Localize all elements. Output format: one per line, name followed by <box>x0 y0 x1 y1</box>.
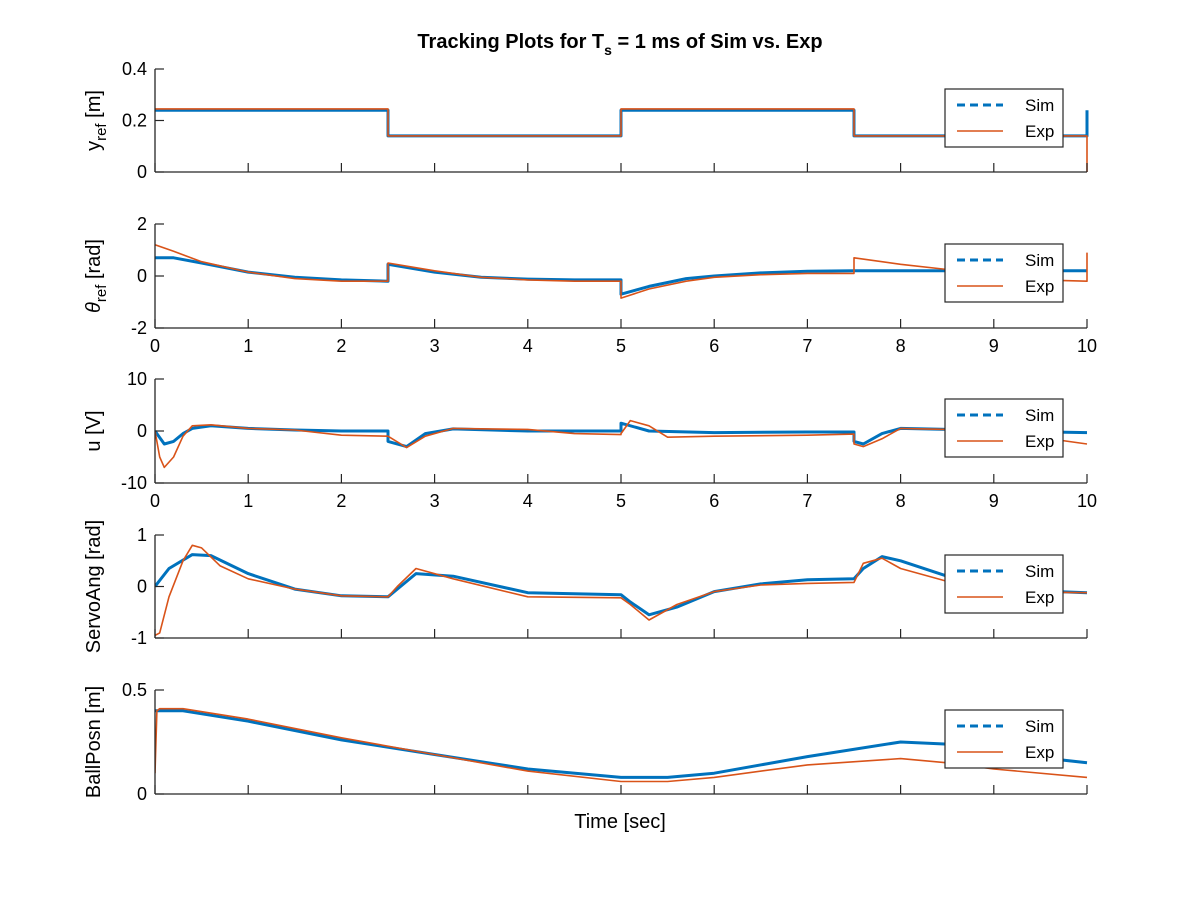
series-line-exp <box>155 544 1088 637</box>
legend: Sim Exp <box>944 88 1064 148</box>
legend-label-sim: Sim <box>1025 406 1054 425</box>
y-axis-label: θref [rad] <box>83 239 110 313</box>
y-axis-label: ServoAng [rad] <box>83 520 105 653</box>
x-tick-label: 9 <box>989 336 999 356</box>
series-line-exp <box>155 244 1088 299</box>
legend-box <box>944 709 1064 769</box>
legend-label-sim: Sim <box>1025 96 1054 115</box>
legend-box <box>944 554 1064 614</box>
x-tick-label: 9 <box>989 491 999 511</box>
x-tick-label: 2 <box>336 336 346 356</box>
y-axis-label: yref [m] <box>83 90 110 151</box>
y-axis-label: u [V] <box>83 410 105 451</box>
plot-area <box>155 535 1087 638</box>
legend: Sim Exp <box>944 243 1064 303</box>
x-tick-label: 8 <box>896 336 906 356</box>
x-tick-label: 10 <box>1077 336 1097 356</box>
legend: Sim Exp <box>944 709 1064 769</box>
series-line-exp <box>155 419 1088 469</box>
series-group <box>155 707 1088 783</box>
x-tick-label: 1 <box>243 491 253 511</box>
legend-box <box>944 243 1064 303</box>
y-tick-label: 0 <box>137 266 147 286</box>
x-axis-label: Time [sec] <box>574 811 666 833</box>
legend-label-exp: Exp <box>1025 743 1054 762</box>
legend-box <box>944 398 1064 458</box>
legend-box <box>944 88 1064 148</box>
legend-label-exp: Exp <box>1025 122 1054 141</box>
x-tick-label: 5 <box>616 491 626 511</box>
legend: Sim Exp <box>944 554 1064 614</box>
legend-label-exp: Exp <box>1025 588 1054 607</box>
x-tick-label: 5 <box>616 336 626 356</box>
legend: Sim Exp <box>944 398 1064 458</box>
y-tick-label: -1 <box>131 628 147 648</box>
x-tick-label: 0 <box>150 336 160 356</box>
y-tick-label: 0 <box>137 421 147 441</box>
y-tick-label: 0 <box>137 577 147 597</box>
plot-area <box>155 224 1087 328</box>
y-tick-label: -2 <box>131 318 147 338</box>
y-tick-label: 1 <box>137 525 147 545</box>
y-tick-label: -10 <box>121 473 147 493</box>
y-tick-label: 2 <box>137 214 147 234</box>
x-tick-label: 6 <box>709 491 719 511</box>
y-tick-label: 0.5 <box>122 680 147 700</box>
x-tick-label: 6 <box>709 336 719 356</box>
x-tick-label: 2 <box>336 491 346 511</box>
y-tick-label: 0 <box>137 162 147 182</box>
y-tick-label: 10 <box>127 369 147 389</box>
x-tick-label: 7 <box>802 491 812 511</box>
subplot-1: 0 0.2 0.4 yref [m] Sim Exp <box>83 59 1089 182</box>
x-tick-label: 3 <box>430 491 440 511</box>
x-tick-label: 7 <box>802 336 812 356</box>
legend-label-exp: Exp <box>1025 277 1054 296</box>
x-tick-label: 8 <box>896 491 906 511</box>
series-group <box>155 419 1088 469</box>
series-line-sim <box>155 709 1088 779</box>
x-tick-label: 0 <box>150 491 160 511</box>
legend-label-sim: Sim <box>1025 717 1054 736</box>
legend-label-sim: Sim <box>1025 251 1054 270</box>
x-tick-label: 1 <box>243 336 253 356</box>
x-tick-label: 3 <box>430 336 440 356</box>
series-line-exp <box>155 707 1088 783</box>
x-tick-label: 4 <box>523 336 533 356</box>
series-group <box>155 244 1088 299</box>
legend-label-sim: Sim <box>1025 562 1054 581</box>
figure-title: Tracking Plots for Ts = 1 ms of Sim vs. … <box>417 31 822 58</box>
y-tick-label: 0.2 <box>122 111 147 131</box>
x-tick-label: 10 <box>1077 491 1097 511</box>
series-group <box>155 544 1088 637</box>
y-tick-label: 0.4 <box>122 59 147 79</box>
y-axis-label: BallPosn [m] <box>83 686 105 798</box>
subplot-4: -1 0 1 ServoAng [rad] Sim Exp <box>83 520 1088 653</box>
series-line-sim <box>155 421 1088 449</box>
subplot-5: 0 0.5 BallPosn [m] Sim Exp <box>83 680 1088 804</box>
legend-label-exp: Exp <box>1025 432 1054 451</box>
y-tick-label: 0 <box>137 784 147 804</box>
x-tick-label: 4 <box>523 491 533 511</box>
